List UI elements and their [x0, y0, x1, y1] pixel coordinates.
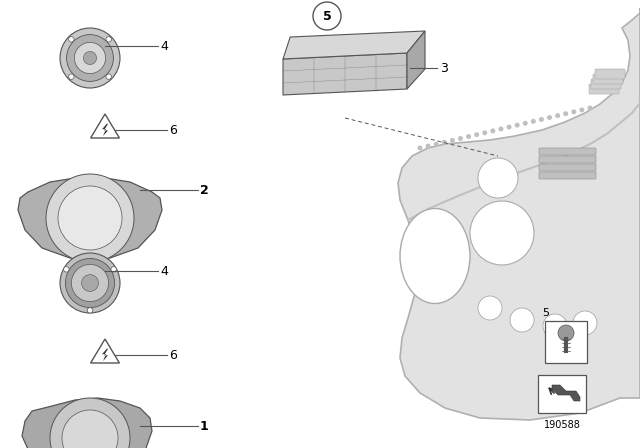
FancyBboxPatch shape — [545, 321, 587, 363]
Circle shape — [62, 410, 118, 448]
Circle shape — [442, 140, 447, 145]
Circle shape — [474, 132, 479, 137]
Circle shape — [106, 74, 111, 79]
Circle shape — [558, 325, 574, 341]
FancyBboxPatch shape — [591, 79, 621, 89]
Circle shape — [60, 253, 120, 313]
Circle shape — [466, 134, 471, 139]
Circle shape — [68, 74, 74, 79]
Circle shape — [506, 125, 511, 129]
FancyBboxPatch shape — [539, 156, 596, 163]
Circle shape — [46, 174, 134, 262]
Text: 5: 5 — [323, 9, 332, 22]
Circle shape — [426, 144, 431, 149]
Text: 4: 4 — [160, 264, 168, 277]
Circle shape — [434, 142, 438, 146]
Ellipse shape — [400, 208, 470, 303]
Circle shape — [63, 267, 69, 272]
Circle shape — [499, 126, 504, 131]
Circle shape — [579, 108, 584, 112]
Polygon shape — [18, 178, 162, 258]
Circle shape — [588, 105, 593, 111]
Circle shape — [65, 258, 115, 308]
Polygon shape — [552, 385, 580, 401]
Text: 190588: 190588 — [543, 420, 580, 430]
Circle shape — [543, 314, 567, 338]
Circle shape — [547, 115, 552, 120]
Circle shape — [417, 146, 422, 151]
Circle shape — [470, 201, 534, 265]
Circle shape — [74, 43, 106, 73]
Circle shape — [50, 398, 130, 448]
Circle shape — [83, 52, 97, 65]
Circle shape — [531, 119, 536, 124]
Circle shape — [563, 111, 568, 116]
Text: 6: 6 — [169, 124, 177, 137]
Polygon shape — [283, 31, 425, 59]
Text: 1: 1 — [200, 419, 209, 432]
Circle shape — [458, 136, 463, 141]
Circle shape — [478, 158, 518, 198]
Circle shape — [313, 2, 341, 30]
Circle shape — [510, 308, 534, 332]
Circle shape — [573, 311, 597, 335]
Text: 4: 4 — [160, 39, 168, 52]
Polygon shape — [283, 53, 407, 95]
Polygon shape — [91, 339, 120, 363]
Circle shape — [490, 129, 495, 134]
Polygon shape — [102, 124, 108, 136]
FancyBboxPatch shape — [539, 172, 596, 179]
Circle shape — [555, 113, 560, 118]
Circle shape — [87, 308, 93, 313]
FancyBboxPatch shape — [593, 74, 623, 84]
Circle shape — [82, 275, 99, 291]
Text: 5: 5 — [543, 308, 550, 318]
Circle shape — [111, 267, 116, 272]
Polygon shape — [91, 114, 120, 138]
FancyBboxPatch shape — [589, 84, 619, 94]
Polygon shape — [22, 398, 152, 448]
Circle shape — [523, 121, 528, 126]
Circle shape — [515, 123, 520, 128]
Text: 2: 2 — [200, 184, 209, 197]
FancyBboxPatch shape — [539, 148, 596, 155]
Polygon shape — [407, 31, 425, 89]
Circle shape — [68, 37, 74, 42]
Circle shape — [572, 109, 576, 114]
Circle shape — [450, 138, 455, 143]
Circle shape — [539, 117, 544, 122]
Text: 6: 6 — [169, 349, 177, 362]
Polygon shape — [398, 8, 640, 420]
Circle shape — [72, 264, 109, 302]
Circle shape — [58, 186, 122, 250]
Circle shape — [483, 130, 487, 135]
Text: 3: 3 — [440, 61, 448, 74]
FancyBboxPatch shape — [539, 164, 596, 171]
Circle shape — [478, 296, 502, 320]
Circle shape — [67, 34, 113, 82]
Polygon shape — [102, 349, 108, 361]
Circle shape — [106, 37, 111, 42]
FancyBboxPatch shape — [538, 375, 586, 413]
FancyBboxPatch shape — [595, 69, 625, 79]
Circle shape — [60, 28, 120, 88]
